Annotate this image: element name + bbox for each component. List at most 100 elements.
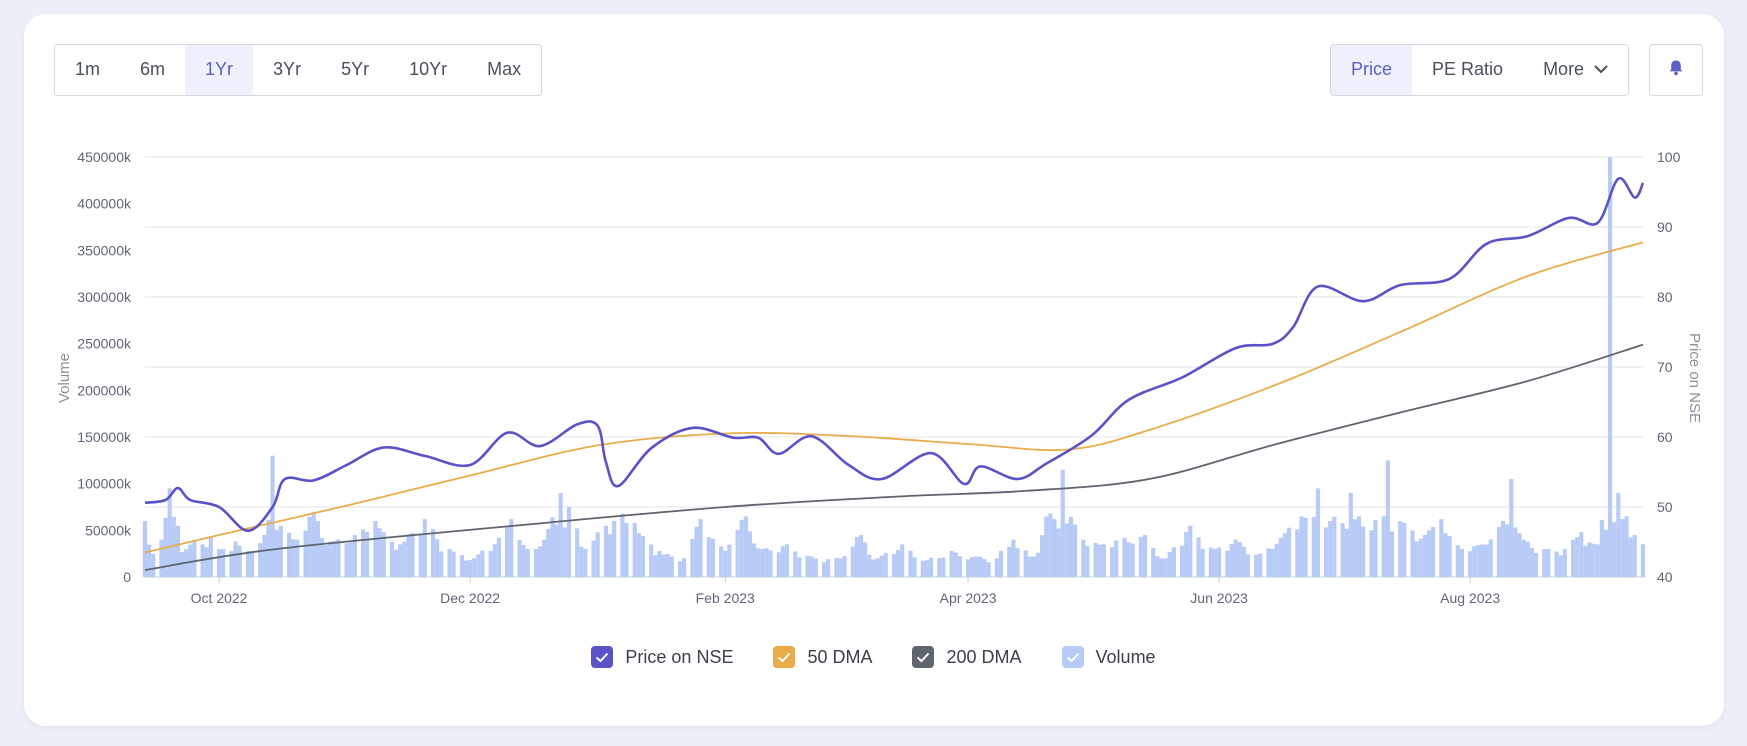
volume-bar xyxy=(1595,544,1600,577)
volume-bar xyxy=(636,533,641,577)
volume-bar xyxy=(1361,526,1366,577)
legend-200dma[interactable]: 200 DMA xyxy=(912,646,1022,668)
volume-bar xyxy=(262,535,267,577)
volume-bar xyxy=(612,520,617,577)
dma-200-line xyxy=(144,343,1644,571)
volume-bar xyxy=(797,557,802,577)
legend-volume[interactable]: Volume xyxy=(1061,646,1156,668)
volume-bar xyxy=(863,542,868,577)
volume-bar xyxy=(595,532,600,577)
volume-bar xyxy=(1254,554,1259,577)
volume-bar xyxy=(1542,549,1547,577)
more-dropdown[interactable]: More xyxy=(1523,45,1628,95)
volume-bar xyxy=(315,521,320,577)
volume-bar xyxy=(459,555,464,577)
volume-bar xyxy=(739,519,744,577)
volume-bar xyxy=(1418,538,1423,577)
volume-bar xyxy=(1151,548,1156,577)
volume-bar xyxy=(1616,493,1621,577)
volume-bar xyxy=(291,539,296,577)
volume-bar xyxy=(1509,479,1514,577)
range-button-10yr[interactable]: 10Yr xyxy=(409,59,448,79)
volume-bar xyxy=(1097,544,1102,577)
volume-bar xyxy=(1628,537,1633,577)
legend-price[interactable]: Price on NSE xyxy=(591,646,733,668)
volume-bar xyxy=(324,545,329,577)
volume-bar xyxy=(1258,553,1263,577)
price-button[interactable]: Price xyxy=(1331,45,1413,95)
volume-bar xyxy=(505,525,510,577)
range-button-1m[interactable]: 1m xyxy=(75,59,101,79)
volume-bar xyxy=(1167,551,1172,577)
y-left-tick-label: 100000k xyxy=(77,476,132,492)
metric-selector: Price PE Ratio More xyxy=(1330,44,1630,96)
y-left-tick-label: 400000k xyxy=(77,196,132,212)
volume-bar xyxy=(1171,547,1176,577)
volume-bar xyxy=(1237,542,1242,577)
volume-bar xyxy=(649,544,654,577)
volume-bar xyxy=(694,526,699,577)
volume-bar xyxy=(422,519,427,577)
y-right-tick-label: 100 xyxy=(1657,149,1681,165)
volume-bar xyxy=(1426,530,1432,577)
legend-50dma[interactable]: 50 DMA xyxy=(773,646,872,668)
volume-bar xyxy=(966,559,971,577)
x-tick-label: Aug 2023 xyxy=(1440,590,1500,606)
volume-bar xyxy=(735,529,740,577)
volume-bar xyxy=(1328,521,1333,577)
volume-bar xyxy=(1472,546,1477,577)
volume-bar xyxy=(1381,516,1386,577)
volume-bar xyxy=(476,554,481,577)
volume-bar xyxy=(418,534,423,577)
volume-bar xyxy=(1517,533,1522,577)
checkbox-icon xyxy=(1061,646,1084,668)
volume-bar xyxy=(332,540,337,577)
y-right-tick-label: 70 xyxy=(1657,359,1673,375)
range-button-max[interactable]: Max xyxy=(487,59,522,79)
volume-bar xyxy=(192,539,197,577)
volume-bar xyxy=(1624,516,1629,577)
volume-bar xyxy=(1040,535,1045,577)
volume-bar xyxy=(1398,521,1403,577)
volume-bar xyxy=(1299,516,1304,577)
range-button-3yr[interactable]: 3Yr xyxy=(273,59,302,79)
volume-bar xyxy=(1027,556,1032,577)
volume-bar xyxy=(1011,539,1016,577)
volume-bar xyxy=(274,529,279,577)
range-button-1yr[interactable]: 1Yr xyxy=(185,45,254,95)
volume-bar xyxy=(994,558,999,577)
volume-bar xyxy=(579,546,584,577)
volume-bar xyxy=(1521,539,1526,577)
range-button-5yr[interactable]: 5Yr xyxy=(341,59,370,79)
range-button-6m[interactable]: 6m xyxy=(140,59,166,79)
volume-bar xyxy=(1266,548,1271,577)
volume-bar xyxy=(1480,544,1485,577)
volume-bar xyxy=(171,517,176,577)
y-left-tick-label: 450000k xyxy=(77,149,132,165)
volume-bar xyxy=(677,561,683,577)
volume-bar xyxy=(1142,535,1148,577)
volume-bar xyxy=(1081,539,1086,577)
volume-bar xyxy=(1344,528,1349,577)
volume-bar xyxy=(669,556,674,577)
volume-bar xyxy=(1587,542,1592,577)
alert-button[interactable] xyxy=(1649,44,1703,96)
volume-bar xyxy=(949,550,954,577)
volume-bar xyxy=(1159,558,1164,577)
volume-bar xyxy=(1188,525,1193,577)
volume-bar xyxy=(743,516,748,577)
volume-bar xyxy=(406,534,411,577)
volume-bar xyxy=(344,543,349,577)
volume-bar xyxy=(920,560,925,577)
x-tick-label: Jun 2023 xyxy=(1190,590,1248,606)
y-right-tick-label: 80 xyxy=(1657,289,1673,305)
y-left-tick-label: 0 xyxy=(123,569,131,585)
volume-bar xyxy=(657,550,662,577)
volume-bar xyxy=(488,551,493,577)
volume-bar xyxy=(1599,519,1604,577)
pe-ratio-button[interactable]: PE Ratio xyxy=(1432,59,1504,79)
volume-bar xyxy=(307,516,312,577)
time-range-selector: 1m 6m 1Yr 3Yr 5Yr 10Yr Max xyxy=(54,44,543,96)
volume-bar xyxy=(1525,541,1530,577)
volume-bar xyxy=(706,537,711,577)
